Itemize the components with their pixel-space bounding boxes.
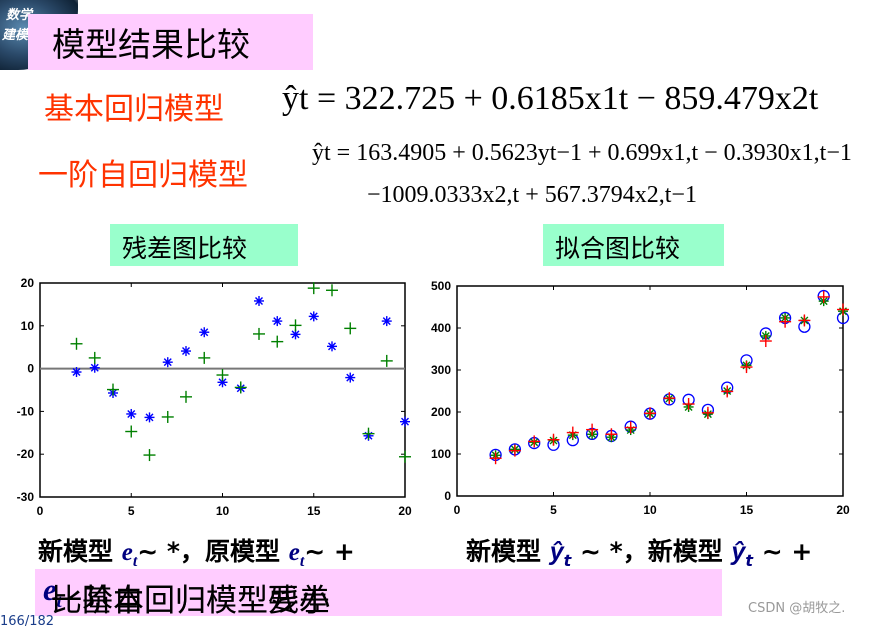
- x-tick-label: 10: [643, 503, 657, 517]
- plot-frame: [456, 285, 844, 497]
- caption-sub: t: [745, 551, 753, 570]
- caption-text: ~ +: [304, 537, 355, 566]
- x-tick-label: 15: [307, 504, 321, 518]
- conclusion-before: 一阶自回归模型残差: [51, 583, 330, 619]
- x-tick-label: 10: [216, 504, 230, 518]
- caption-text: 新模型: [466, 537, 550, 566]
- caption-sub: t: [132, 553, 138, 570]
- model2-formula-line1: ŷt = 163.4905 + 0.5623yt−1 + 0.699x1,t −…: [312, 140, 852, 166]
- residual-section-label: 残差图比较: [122, 234, 248, 263]
- caption-text: ~ +: [752, 537, 813, 566]
- y-tick-label: 0: [27, 362, 34, 376]
- y-tick-label: 20: [21, 276, 35, 290]
- conclusion-text: 一阶自回归模型残差 et 比基本回归模型要小: [43, 572, 330, 619]
- conclusion-after: 比基本回归模型要小: [51, 583, 330, 619]
- page-number: 166/182: [0, 614, 55, 629]
- residual-chart: 0 5 10 15 20 -30 -20 -10 0 10 20: [17, 276, 412, 518]
- y-tick-label: 10: [21, 319, 35, 333]
- y-tick-label: 400: [431, 321, 451, 335]
- model2-label: 一阶自回归模型: [38, 158, 248, 193]
- y-tick-label: 100: [431, 447, 451, 461]
- y-tick-label: 200: [431, 405, 451, 419]
- watermark: CSDN @胡牧之.: [748, 601, 846, 616]
- plot-frame: [39, 282, 406, 498]
- caption-symbol: ŷ: [549, 538, 564, 566]
- y-tick-label: 300: [431, 363, 451, 377]
- x-tick-label: 0: [37, 504, 44, 518]
- y-tick-label: 0: [444, 489, 451, 503]
- series-+: [70, 282, 411, 463]
- slide-title: 模型结果比较: [52, 25, 250, 64]
- caption-symbol: ŷ: [731, 538, 746, 566]
- series-+: [489, 290, 849, 465]
- conclusion-symbol: e: [43, 572, 57, 607]
- caption-sub: t: [563, 551, 572, 570]
- caption-symbol: e: [288, 539, 300, 566]
- x-tick-label: 5: [550, 503, 557, 517]
- title-box: 模型结果比较: [28, 14, 313, 70]
- model1-formula-text: ŷt = 322.725 + 0.6185x1t − 859.479x2t: [282, 80, 819, 117]
- residual-section-box: 残差图比较: [110, 224, 298, 266]
- caption-text: 新模型: [38, 537, 122, 566]
- model1-label: 基本回归模型: [44, 92, 224, 127]
- residual-caption: 新模型 et~ *，原模型 et~ +: [38, 532, 355, 571]
- logo-text-1: 数学: [6, 8, 33, 23]
- conclusion-sub: t: [56, 591, 62, 612]
- caption-sub: t: [299, 553, 305, 570]
- y-tick-label: 500: [431, 279, 451, 293]
- x-tick-label: 20: [836, 503, 850, 517]
- x-tick-label: 15: [740, 503, 754, 517]
- fit-section-label: 拟合图比较: [555, 234, 681, 263]
- x-tick-label: 5: [128, 504, 135, 518]
- fit-section-box: 拟合图比较: [543, 224, 724, 266]
- caption-text: ~ *，原模型: [137, 537, 289, 566]
- logo-text-2: 建模: [2, 28, 29, 43]
- model1-formula: ŷt = 322.725 + 0.6185x1t − 859.479x2t: [282, 80, 818, 118]
- x-tick-label: 0: [454, 503, 461, 517]
- caption-symbol: e: [121, 539, 133, 566]
- fit-caption: 新模型 ŷt ~ *，新模型 ŷt ~ +: [466, 532, 812, 570]
- model2-formula-line2: −1009.0333x2,t + 567.3794x2,t−1: [367, 182, 697, 208]
- caption-text: ~ *，新模型: [571, 537, 732, 566]
- y-tick-label: -30: [17, 490, 35, 504]
- y-tick-label: -10: [17, 404, 35, 418]
- y-tick-label: -20: [17, 447, 35, 461]
- conclusion-box: 一阶自回归模型残差 et 比基本回归模型要小: [35, 569, 722, 619]
- x-tick-label: 20: [398, 504, 412, 518]
